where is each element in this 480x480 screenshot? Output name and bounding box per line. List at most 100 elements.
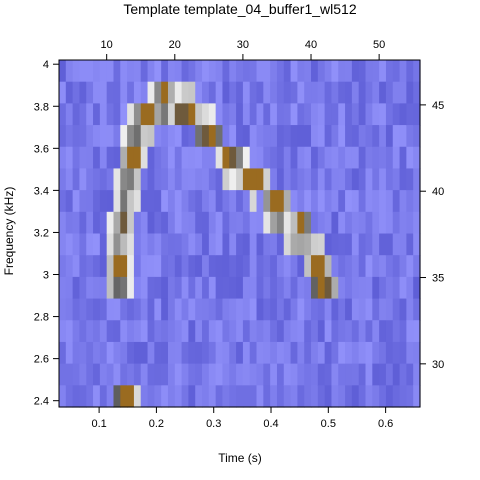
heatmap-cell <box>202 341 210 365</box>
heatmap-cell <box>365 190 373 213</box>
heatmap-cell <box>140 125 149 148</box>
heatmap-cell <box>324 298 333 321</box>
heatmap-cell <box>304 211 312 235</box>
heatmap-cell <box>385 320 394 343</box>
heatmap-cell <box>379 168 387 191</box>
heatmap-cell <box>72 190 81 213</box>
heatmap-cell <box>256 276 264 300</box>
heatmap-cell <box>161 81 169 104</box>
heatmap-cell <box>99 233 108 256</box>
heatmap-cell <box>385 276 394 300</box>
heatmap-cell <box>304 125 312 148</box>
heatmap-cell <box>113 146 121 170</box>
heatmap-cell <box>297 60 305 83</box>
top-tick-label: 30 <box>237 39 249 51</box>
heatmap-cell <box>147 276 155 300</box>
heatmap-cell <box>290 81 298 104</box>
heatmap-cell <box>317 60 326 83</box>
heatmap-cell <box>379 60 387 83</box>
heatmap-cell <box>256 385 264 408</box>
heatmap-cell <box>208 320 217 343</box>
heatmap-cell <box>113 60 121 83</box>
heatmap-cell <box>147 168 155 191</box>
heatmap-cell <box>242 320 251 343</box>
heatmap-cell <box>385 363 394 386</box>
heatmap-cell <box>127 103 135 126</box>
heatmap-cell <box>311 255 319 278</box>
heatmap-cell <box>127 211 135 235</box>
heatmap-cell <box>147 320 155 343</box>
heatmap-cell <box>113 363 121 386</box>
heatmap-cell <box>338 363 346 386</box>
heatmap-cell <box>338 320 346 343</box>
heatmap-cell <box>263 146 271 170</box>
heatmap-cell <box>311 341 319 365</box>
heatmap-cell <box>270 341 278 365</box>
heatmap-cell <box>215 320 224 343</box>
heatmap-cell <box>345 168 353 191</box>
heatmap-cell <box>120 81 128 104</box>
heatmap-cell <box>242 341 251 365</box>
top-tick-label: 50 <box>373 39 385 51</box>
heatmap-cell <box>127 190 135 213</box>
heatmap-cell <box>283 190 292 213</box>
heatmap-cell <box>304 168 312 191</box>
heatmap-cell <box>202 168 210 191</box>
heatmap-cell <box>358 276 367 300</box>
heatmap-cell <box>236 298 244 321</box>
heatmap-cell <box>140 81 149 104</box>
heatmap-cell <box>174 298 183 321</box>
heatmap-cell <box>242 233 251 256</box>
heatmap-cell <box>276 233 285 256</box>
heatmap-cell <box>311 211 319 235</box>
heatmap-cell <box>113 125 121 148</box>
heatmap-cell <box>358 125 367 148</box>
heatmap-cell <box>385 146 394 170</box>
heatmap-cell <box>181 190 190 213</box>
y-tick-label: 2.4 <box>34 396 49 408</box>
heatmap-cell <box>338 60 346 83</box>
heatmap-cell <box>413 168 421 191</box>
heatmap-cell <box>181 81 190 104</box>
heatmap-cell <box>372 168 380 191</box>
heatmap-cell <box>317 233 326 256</box>
heatmap-cell <box>167 233 176 256</box>
heatmap-cell <box>283 146 292 170</box>
heatmap-cell <box>188 385 196 408</box>
x-tick-label: 0.1 <box>91 418 106 430</box>
heatmap-cell <box>379 146 387 170</box>
heatmap-cell <box>283 320 292 343</box>
heatmap-cell <box>317 320 326 343</box>
heatmap-cell <box>249 103 258 126</box>
heatmap-cell <box>372 320 380 343</box>
heatmap-cell <box>167 60 176 83</box>
heatmap-cell <box>222 233 230 256</box>
heatmap-cell <box>311 276 319 300</box>
heatmap-cell <box>413 298 421 321</box>
heatmap-cell <box>154 320 162 343</box>
heatmap-cell <box>304 60 312 83</box>
heatmap-cell <box>86 320 94 343</box>
heatmap-cell <box>79 298 87 321</box>
heatmap-cell <box>59 146 67 170</box>
heatmap-cell <box>324 190 333 213</box>
heatmap-cell <box>290 103 298 126</box>
heatmap-cell <box>154 81 162 104</box>
heatmap-cell <box>351 385 360 408</box>
heatmap-cell <box>283 233 292 256</box>
heatmap-cell <box>331 190 339 213</box>
heatmap-cell <box>106 276 115 300</box>
heatmap-cell <box>93 81 101 104</box>
heatmap-cell <box>406 190 414 213</box>
heatmap-cell <box>222 385 230 408</box>
heatmap-cell <box>222 190 230 213</box>
heatmap-cell <box>72 211 81 235</box>
heatmap-cell <box>311 190 319 213</box>
heatmap-cell <box>256 233 264 256</box>
heatmap-cell <box>154 363 162 386</box>
heatmap-cell <box>86 103 94 126</box>
heatmap-cell <box>93 276 101 300</box>
chart-title: Template template_04_buffer1_wl512 <box>123 1 356 17</box>
heatmap-cell <box>195 363 203 386</box>
heatmap-cell <box>99 298 108 321</box>
